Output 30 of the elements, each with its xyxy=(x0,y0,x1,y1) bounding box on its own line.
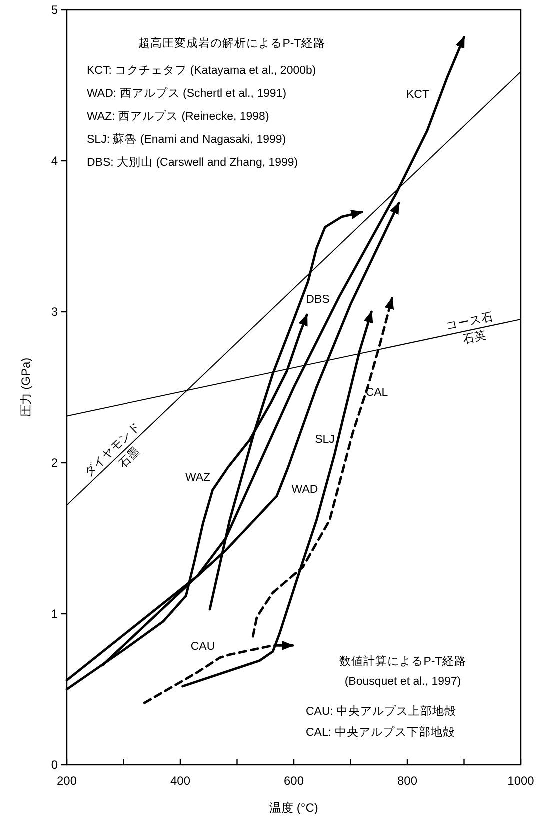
annotation: DBS xyxy=(306,294,330,306)
y-tick-label: 4 xyxy=(51,154,58,168)
x-tick-label: 800 xyxy=(397,774,418,788)
annotation: CAU: 中央アルプス上部地殻 xyxy=(306,704,457,718)
y-tick-label: 1 xyxy=(51,607,58,621)
annotation: WAZ: 西アルプス (Reinecke, 1998) xyxy=(87,109,270,123)
y-tick-label: 3 xyxy=(51,305,58,319)
x-tick-label: 200 xyxy=(56,774,78,788)
annotation: DBS: 大別山 (Carswell and Zhang, 1999) xyxy=(87,156,298,169)
annotation: SLJ xyxy=(315,434,335,446)
y-tick-label: 2 xyxy=(51,456,58,470)
y-tick-label: 0 xyxy=(51,758,58,772)
annotation: WAD: 西アルプス (Schertl et al., 1991) xyxy=(87,86,287,100)
annotation: CAU xyxy=(190,641,216,653)
annotation: KCT: コクチェタフ (Katayama et al., 2000b) xyxy=(87,65,316,77)
annotation: 石英 xyxy=(462,328,488,346)
annotation: (Bousquet et al., 1997) xyxy=(344,676,462,688)
annotation: KCT xyxy=(406,89,430,101)
annotation: SLJ: 蘇魯 (Enami and Nagasaki, 1999) xyxy=(87,133,286,146)
annotation: WAD xyxy=(292,484,318,496)
x-tick-label: 1000 xyxy=(508,774,535,788)
y-axis-title: 圧力 (GPa) xyxy=(19,358,33,418)
x-tick-label: 400 xyxy=(170,774,191,788)
annotation: WAZ xyxy=(185,472,211,484)
annotation: CAL: 中央アルプス下部地殻 xyxy=(306,725,455,739)
annotation: 超高圧変成岩の解析によるP-T経路 xyxy=(138,36,326,50)
annotation: 数値計算によるP-T経路 xyxy=(340,654,466,668)
y-tick-label: 5 xyxy=(51,3,58,17)
x-axis-title: 温度 (°C) xyxy=(270,801,318,815)
x-tick-label: 600 xyxy=(284,774,304,788)
